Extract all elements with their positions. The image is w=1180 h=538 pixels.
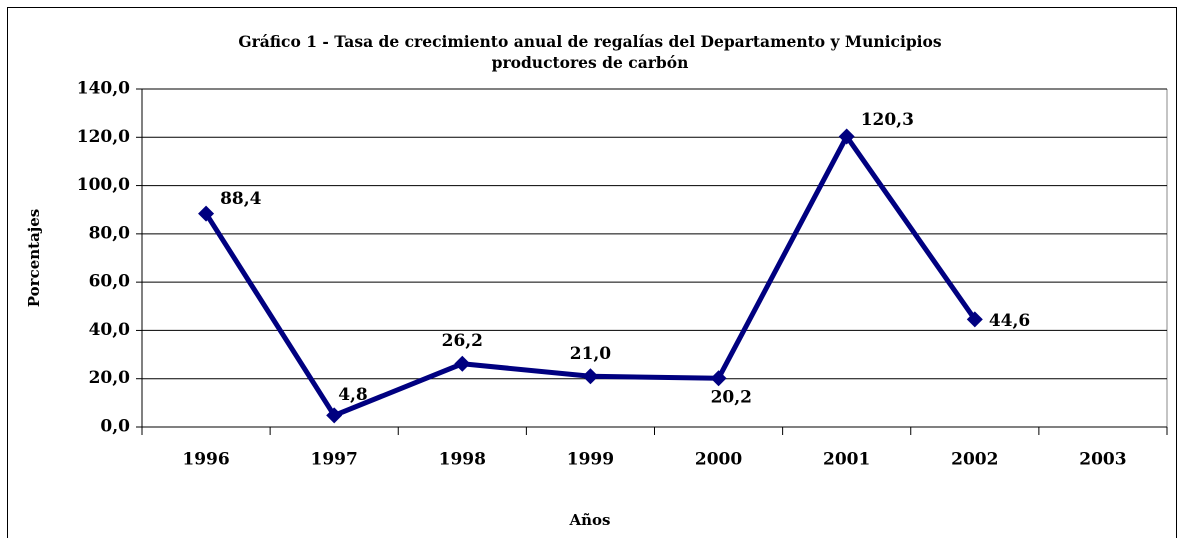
- y-tick-label: 20,0: [89, 368, 131, 388]
- point-marker: [838, 128, 855, 145]
- x-tick-label: 2001: [823, 450, 870, 470]
- x-tick-label: 2002: [951, 450, 998, 470]
- x-tick-label: 1998: [439, 450, 486, 470]
- chart-title: productores de carbón: [492, 53, 689, 72]
- data-label: 20,2: [711, 388, 752, 408]
- data-label: 21,0: [570, 344, 612, 364]
- y-tick-label: 80,0: [89, 223, 131, 243]
- x-tick-label: 1997: [311, 450, 358, 470]
- y-tick-label: 40,0: [89, 320, 131, 340]
- data-label: 44,6: [989, 311, 1030, 331]
- data-label: 88,4: [220, 189, 262, 209]
- x-tick-label: 1999: [567, 450, 614, 470]
- y-tick-label: 100,0: [77, 175, 130, 195]
- data-label: 4,8: [338, 385, 368, 405]
- chart-title: Gráfico 1 - Tasa de crecimiento anual de…: [238, 32, 942, 51]
- y-tick-label: 60,0: [89, 272, 131, 292]
- y-tick-label: 120,0: [77, 127, 130, 147]
- point-marker: [582, 368, 599, 385]
- x-tick-label: 2000: [695, 450, 742, 470]
- y-axis-label: Porcentajes: [25, 209, 43, 307]
- data-label: 26,2: [442, 331, 483, 351]
- y-tick-label: 140,0: [77, 79, 130, 99]
- data-label: 120,3: [861, 110, 914, 130]
- point-marker: [326, 407, 343, 424]
- chart-border: [7, 7, 1177, 538]
- point-marker: [454, 355, 471, 372]
- point-marker: [710, 370, 727, 387]
- x-tick-label: 2003: [1079, 450, 1126, 470]
- x-axis-label: Años: [569, 511, 611, 529]
- x-tick-label: 1996: [182, 450, 229, 470]
- point-marker: [966, 311, 983, 328]
- y-tick-label: 0,0: [100, 417, 130, 437]
- point-marker: [198, 205, 215, 222]
